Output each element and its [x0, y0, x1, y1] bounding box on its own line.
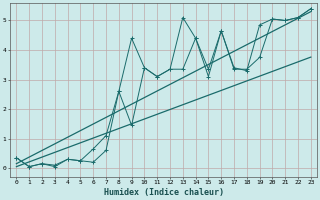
X-axis label: Humidex (Indice chaleur): Humidex (Indice chaleur) — [104, 188, 224, 197]
